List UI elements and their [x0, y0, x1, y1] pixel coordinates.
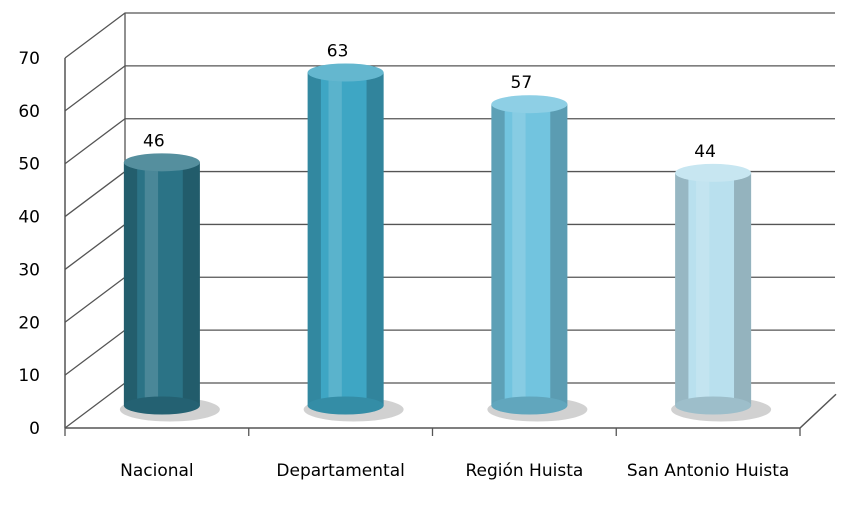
- bar: [119, 153, 220, 422]
- y-tick-label: 50: [18, 155, 40, 175]
- x-tick-label: San Antonio Huista: [626, 461, 790, 481]
- y-tick-label: 60: [18, 102, 40, 122]
- y-tick-label: 10: [18, 366, 40, 386]
- grid-line: [64, 12, 835, 59]
- data-label: 44: [694, 142, 716, 162]
- data-label: 57: [511, 73, 533, 93]
- y-tick-label: 20: [18, 313, 40, 333]
- y-tick-label: 40: [18, 208, 40, 228]
- x-tick-label: Departamental: [276, 461, 405, 481]
- y-tick-label: 30: [18, 260, 40, 280]
- x-tick-label: Región Huista: [465, 461, 584, 481]
- data-label: 63: [327, 42, 349, 62]
- data-label: 46: [143, 131, 165, 151]
- bar: [487, 95, 588, 422]
- y-tick-label: 70: [18, 49, 40, 69]
- x-tick-label: Nacional: [120, 461, 194, 481]
- grid-line: [64, 65, 835, 112]
- bar: [671, 163, 772, 422]
- bar: [303, 63, 404, 422]
- y-tick-label: 0: [29, 419, 40, 439]
